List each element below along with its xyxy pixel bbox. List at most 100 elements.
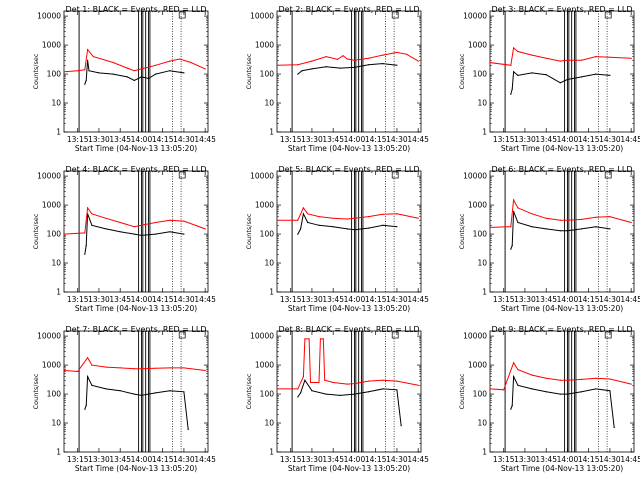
x-axis-label: Start Time (04-Nov-13 13:05:20) <box>75 464 197 473</box>
data-point-lld <box>318 381 320 384</box>
x-tick-label: 14:15 <box>578 295 600 304</box>
data-point-events <box>91 384 93 386</box>
y-tick-label: 1000 <box>468 361 487 370</box>
data-point-events <box>88 70 90 72</box>
x-tick-label: 13:45 <box>109 135 131 144</box>
data-point-events <box>517 74 519 76</box>
data-point-events <box>297 396 299 398</box>
data-point-events <box>119 231 121 233</box>
y-tick-label: 10 <box>51 99 61 108</box>
y-axis-label: Counts/sec <box>32 213 40 249</box>
data-point-lld <box>179 58 181 60</box>
data-point-lld <box>630 221 632 224</box>
data-point-lld <box>417 60 419 62</box>
data-point-events <box>517 221 519 224</box>
data-point-events <box>300 392 302 394</box>
x-tick-label: 14:15 <box>365 135 387 144</box>
data-point-events <box>133 79 135 82</box>
x-tick-label: 14:15 <box>365 455 387 464</box>
data-point-events <box>382 388 384 390</box>
x-tick-label: 14:45 <box>620 295 640 304</box>
x-tick-label: 13:15 <box>280 455 302 464</box>
data-point-events <box>84 253 86 255</box>
data-point-lld <box>595 56 597 58</box>
data-point-lld <box>531 213 533 215</box>
data-point-events <box>301 70 303 72</box>
data-point-lld <box>297 388 299 390</box>
data-point-events <box>609 74 611 76</box>
y-axis-label: Counts/sec <box>245 373 253 409</box>
y-tick-label: 1 <box>269 448 274 457</box>
y-tick-label: 1 <box>482 128 487 137</box>
y-tick-label: 10000 <box>37 12 61 21</box>
plot-title: Det 1: BLACK = Events, RED = LLD <box>66 5 207 14</box>
data-point-events <box>396 226 398 228</box>
data-point-lld <box>382 379 384 381</box>
y-tick-label: 1000 <box>42 201 61 210</box>
data-point-lld <box>87 49 89 51</box>
data-point-events <box>566 230 569 232</box>
data-point-events <box>559 393 561 395</box>
data-point-lld <box>126 67 128 69</box>
y-tick-label: 10 <box>477 419 487 428</box>
y-tick-label: 10000 <box>463 332 487 341</box>
data-point-lld <box>417 217 419 219</box>
data-point-events <box>566 393 569 395</box>
x-tick-label: 13:45 <box>109 295 131 304</box>
data-point-events <box>133 393 135 395</box>
x-tick-label: 13:15 <box>493 295 515 304</box>
x-tick-label: 14:15 <box>578 455 600 464</box>
data-point-lld <box>140 368 142 370</box>
y-tick-label: 1000 <box>42 41 61 50</box>
x-tick-label: 14:00 <box>344 135 366 144</box>
y-tick-label: 1000 <box>468 201 487 210</box>
data-point-lld <box>630 57 632 59</box>
plot-title: Det 9: BLACK = Events, RED = LLD <box>492 325 633 334</box>
data-point-events <box>545 74 547 76</box>
x-tick-label: 14:30 <box>173 455 195 464</box>
x-tick-label: 14:45 <box>194 455 216 464</box>
data-point-events <box>382 63 384 65</box>
data-point-lld <box>308 338 310 340</box>
y-tick-label: 10 <box>51 419 61 428</box>
y-tick-label: 10 <box>51 259 61 268</box>
x-tick-label: 13:15 <box>67 295 89 304</box>
data-point-events <box>353 393 355 395</box>
y-tick-label: 10000 <box>37 332 61 341</box>
x-tick-label: 13:45 <box>535 455 557 464</box>
plot-frame <box>276 330 422 453</box>
data-point-lld <box>368 216 370 218</box>
plot-frame <box>63 10 209 133</box>
panel-det-5: Det 5: BLACK = Events, RED = LLD 1 10 100 10… <box>245 165 429 313</box>
data-point-events <box>169 231 171 233</box>
data-point-events <box>98 72 100 74</box>
data-point-events <box>595 388 597 390</box>
data-point-events <box>513 71 515 73</box>
data-point-events <box>105 228 107 230</box>
x-tick-label: 14:00 <box>131 135 153 144</box>
x-tick-label: 14:15 <box>365 295 387 304</box>
data-point-lld <box>307 213 309 215</box>
data-point-lld <box>77 370 79 373</box>
x-tick-label: 13:45 <box>109 455 131 464</box>
x-tick-label: 14:30 <box>599 295 621 304</box>
series-lld <box>490 361 632 391</box>
data-point-events <box>400 425 402 427</box>
data-point-lld <box>346 218 348 220</box>
x-tick-label: 13:15 <box>493 135 515 144</box>
data-point-lld <box>396 213 398 215</box>
series-events <box>84 374 189 430</box>
data-point-lld <box>325 56 327 58</box>
y-tick-label: 1 <box>56 128 61 137</box>
data-point-lld <box>324 379 326 381</box>
x-axis-label: Start Time (04-Nov-13 13:05:20) <box>75 144 197 153</box>
data-point-events <box>155 392 157 394</box>
x-axis-label: Start Time (04-Nov-13 13:05:20) <box>288 304 410 313</box>
series-lld <box>490 46 632 66</box>
x-tick-label: 13:45 <box>322 135 344 144</box>
panel-det-8: Det 8: BLACK = Events, RED = LLD 1 10 100 10… <box>245 325 429 473</box>
x-tick-label: 13:45 <box>535 135 557 144</box>
data-point-events <box>545 391 547 393</box>
data-point-lld <box>155 64 157 66</box>
data-point-lld <box>304 338 306 340</box>
